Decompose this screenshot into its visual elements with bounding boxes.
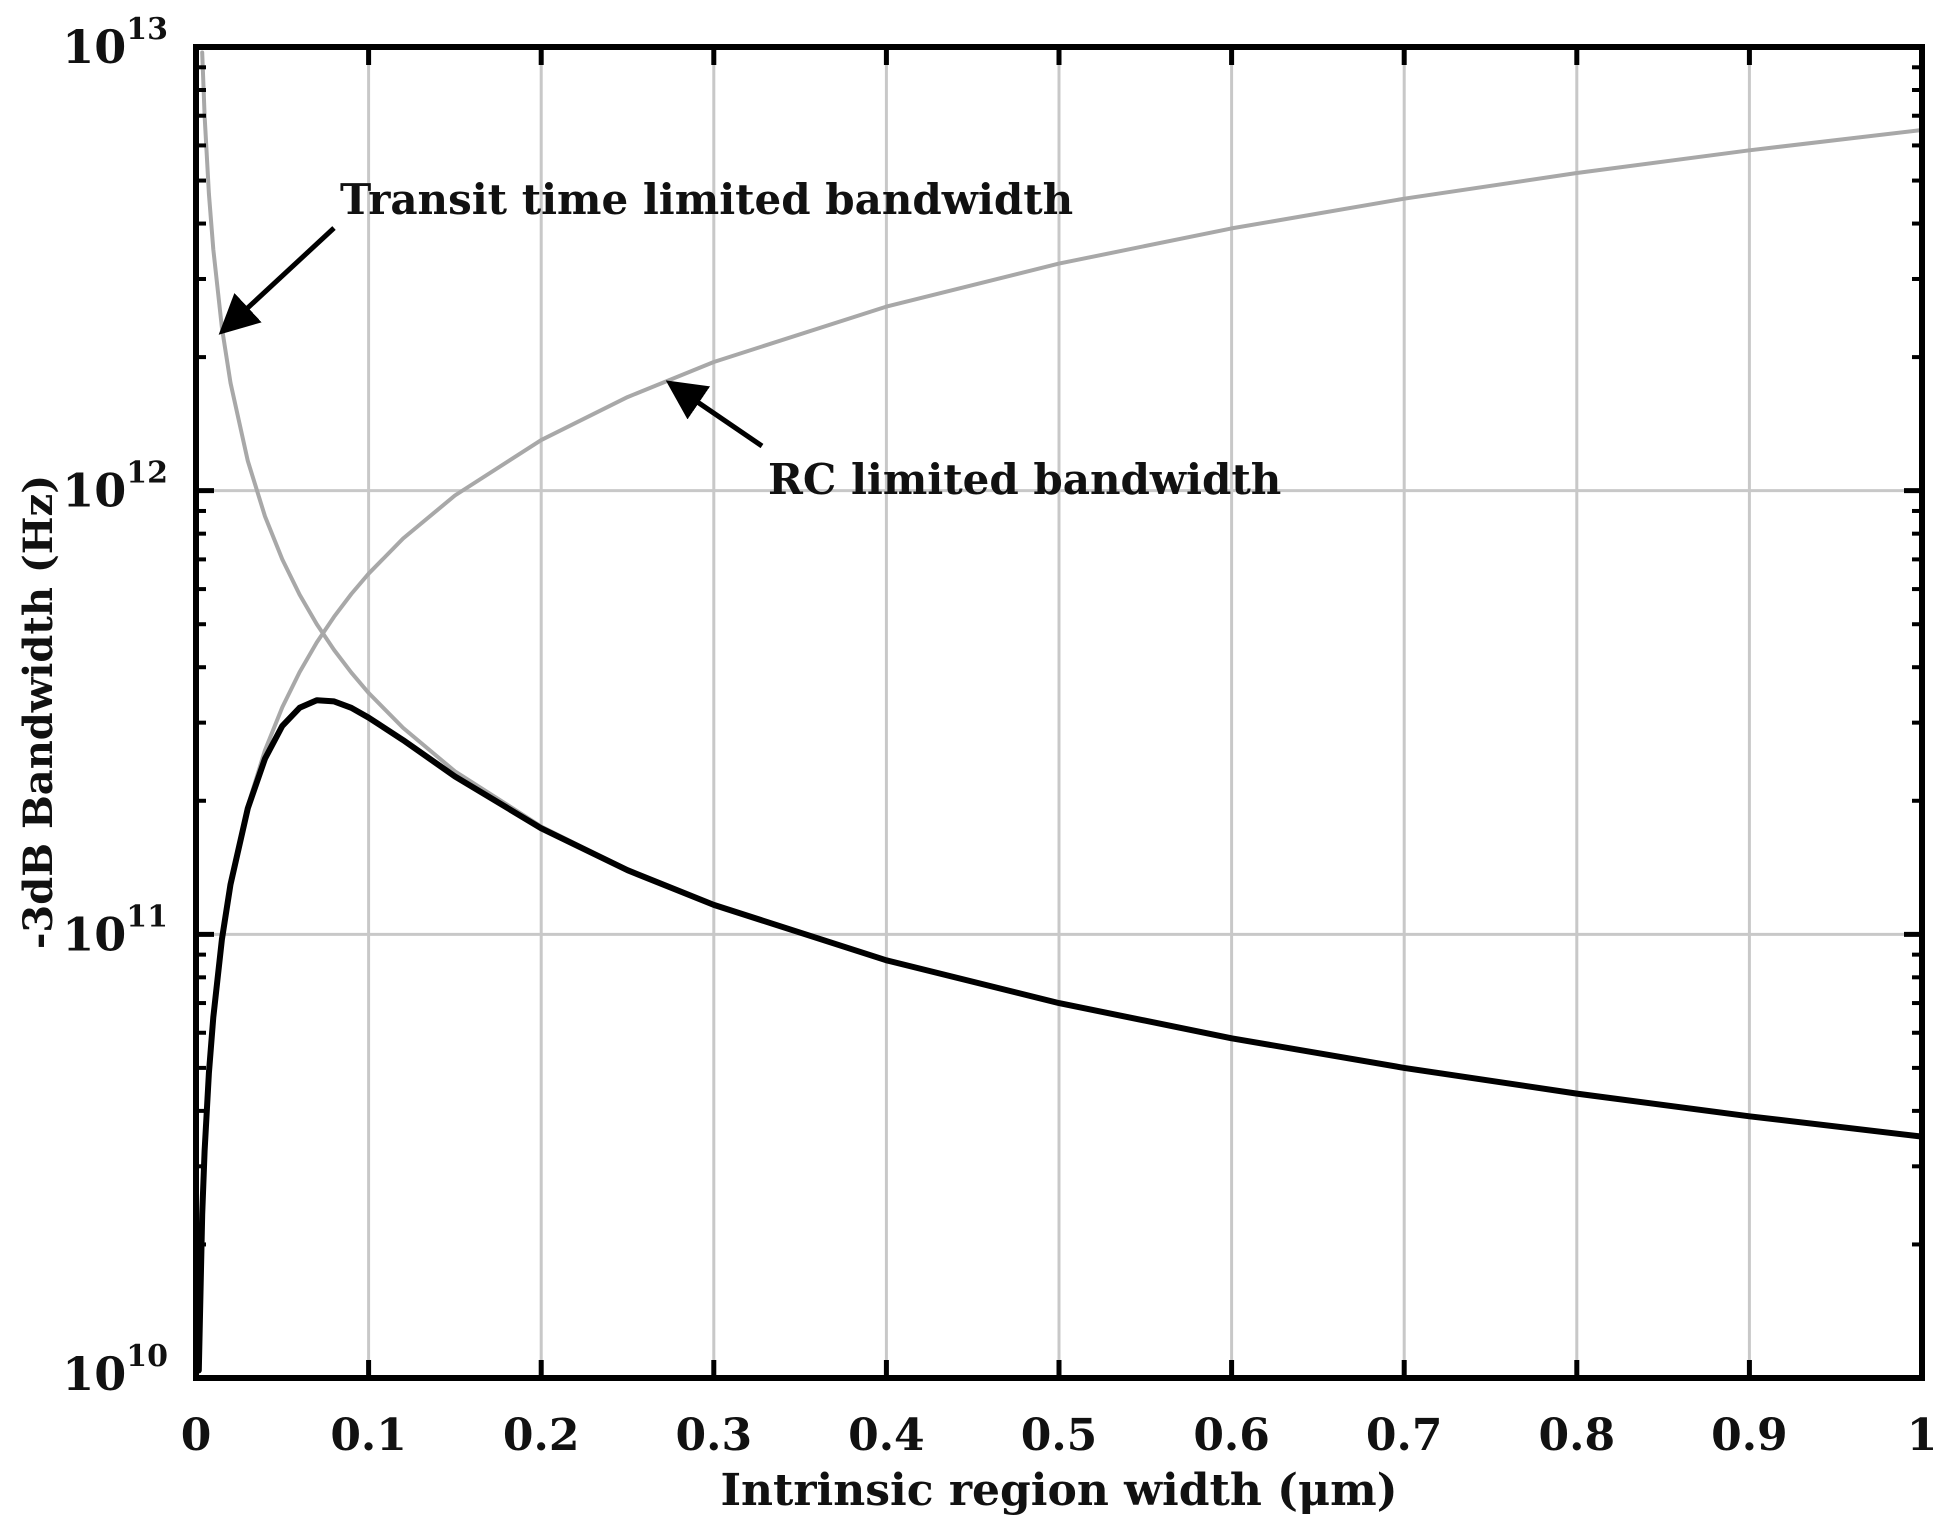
annotation-rc-label: RC limited bandwidth [768, 455, 1281, 504]
total-bandwidth-line [195, 697, 1925, 1374]
x-tick-label: 0.4 [848, 1410, 925, 1461]
x-tick-label: 0.9 [1711, 1410, 1788, 1461]
x-tick-label: 0.8 [1539, 1410, 1616, 1461]
axes [193, 44, 1925, 1381]
plot-frame [193, 44, 1925, 1381]
x-tick-label: 0.7 [1366, 1410, 1443, 1461]
x-tick-label: 0.3 [676, 1410, 753, 1461]
x-tick-label: 0.2 [503, 1410, 580, 1461]
grid [196, 47, 1922, 1378]
x-tick-label: 0.5 [1021, 1410, 1098, 1461]
series-group [195, 50, 1925, 1374]
y-tick-label: 1013 [62, 12, 168, 74]
x-tick-label: 1 [1907, 1410, 1938, 1461]
y-tick-label: 1010 [62, 1339, 168, 1401]
y-tick-label: 1012 [62, 456, 168, 518]
tick-labels: 0 0.1 0.2 0.3 0.4 0.5 0.6 0.7 0.8 0.9 1 1010 1011 101… [62, 12, 1937, 1461]
y-tick-label: 1011 [62, 899, 168, 961]
annotation-transit-arrow [218, 226, 336, 335]
y-axis-label: -3dB Bandwidth (Hz) [15, 475, 62, 949]
x-tick-label: 0.6 [1193, 1410, 1270, 1461]
annotation-transit-label: Transit time limited bandwidth [340, 175, 1073, 224]
x-axis-label: Intrinsic region width (μm) [720, 1465, 1397, 1516]
x-tick-label: 0 [181, 1410, 212, 1461]
x-tick-label: 0.1 [330, 1410, 407, 1461]
annotation-rc-arrow [665, 380, 764, 449]
